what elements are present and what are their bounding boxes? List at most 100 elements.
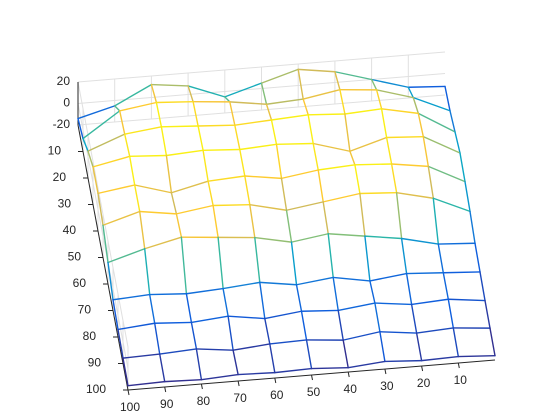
mesh-line [244, 175, 283, 180]
mesh-line [307, 114, 314, 145]
mesh-line [339, 88, 346, 115]
mesh-line [190, 321, 198, 350]
mesh-line [269, 343, 276, 374]
mesh-line [112, 293, 151, 301]
mesh-line [407, 86, 414, 99]
mesh-line [342, 331, 381, 341]
mesh-line [185, 293, 193, 324]
mesh-line [148, 293, 156, 324]
mesh-line [192, 100, 199, 127]
mesh-line [385, 135, 424, 139]
mesh-line [317, 164, 356, 171]
x-tick [237, 380, 240, 387]
mesh-line [342, 339, 349, 369]
mesh-line [370, 78, 378, 91]
mesh-line [77, 105, 116, 120]
mesh-line [332, 276, 339, 312]
mesh-line [234, 124, 241, 151]
mesh-line [195, 348, 203, 381]
mesh-line [187, 85, 194, 103]
mesh-line [374, 302, 413, 306]
mesh-line [163, 379, 203, 383]
mesh-line [407, 85, 446, 88]
mesh-line [222, 287, 229, 317]
mesh-line [202, 148, 241, 152]
mesh-line [113, 105, 121, 112]
mesh-line [143, 236, 183, 250]
mesh-line [432, 197, 471, 213]
mesh-line [229, 101, 236, 126]
mesh-line [224, 96, 231, 103]
mesh-line [427, 165, 434, 199]
mesh-line [165, 149, 204, 157]
mesh-line [432, 197, 439, 245]
mesh-line [344, 108, 383, 115]
mesh-line [474, 242, 481, 273]
x-tick-label: 90 [160, 397, 174, 411]
mesh-line [449, 110, 456, 133]
mesh-line [327, 233, 366, 237]
mesh-line [212, 204, 219, 239]
mesh-line [87, 133, 126, 152]
mesh-line [254, 236, 261, 284]
mesh-line [285, 209, 293, 243]
mesh-line [302, 88, 341, 100]
mesh-line [405, 272, 413, 306]
mesh-line [415, 332, 423, 362]
mesh-line [122, 357, 129, 387]
mesh-line [249, 203, 256, 239]
x-tick-label: 20 [417, 376, 431, 390]
mesh-line [77, 117, 84, 140]
mesh-line [232, 343, 271, 351]
mesh-line [464, 180, 471, 213]
mesh-line [274, 367, 313, 374]
mesh-line [123, 126, 163, 135]
mesh-line [337, 302, 376, 312]
mesh-line [107, 261, 114, 301]
mesh-line [322, 192, 361, 203]
mesh-line [452, 327, 459, 358]
mesh-line [150, 83, 189, 87]
mesh-line [148, 293, 188, 296]
mesh-line [349, 150, 356, 166]
mesh-line [264, 310, 303, 320]
z-tick-label: 0 [63, 96, 70, 110]
mesh-line [202, 149, 209, 182]
mesh-line [415, 327, 454, 334]
mesh-line [489, 327, 496, 357]
mesh-line [364, 235, 371, 282]
mesh-line [280, 177, 288, 211]
mesh-line [185, 287, 224, 295]
mesh-line [232, 349, 239, 376]
mesh-line [197, 125, 204, 152]
mesh-line [102, 224, 109, 264]
mesh-line [400, 237, 408, 275]
mesh-line [417, 112, 424, 138]
mesh-line [327, 233, 334, 279]
mesh-line [302, 98, 309, 116]
mesh-line [102, 210, 141, 226]
mesh-line [412, 96, 451, 112]
x-tick [127, 389, 130, 396]
mesh-line [227, 315, 266, 320]
y-tick-label: 20 [53, 170, 67, 184]
x-tick [421, 365, 424, 372]
mesh-line [254, 236, 293, 243]
mesh-line [280, 169, 319, 180]
mesh-line [237, 371, 276, 376]
mesh-line [190, 315, 229, 324]
x-tick-label: 100 [120, 400, 140, 414]
x-tick [457, 362, 460, 369]
mesh-line [300, 310, 308, 341]
mesh-line [212, 203, 251, 207]
mesh-line [170, 192, 178, 215]
axis-line [77, 124, 129, 391]
mesh-line [437, 243, 444, 274]
mesh-line [297, 68, 336, 73]
mesh-line [375, 89, 383, 110]
mesh-line [354, 163, 393, 166]
x-tick [347, 371, 350, 378]
mesh-line [427, 165, 466, 183]
mesh-line [158, 353, 166, 383]
